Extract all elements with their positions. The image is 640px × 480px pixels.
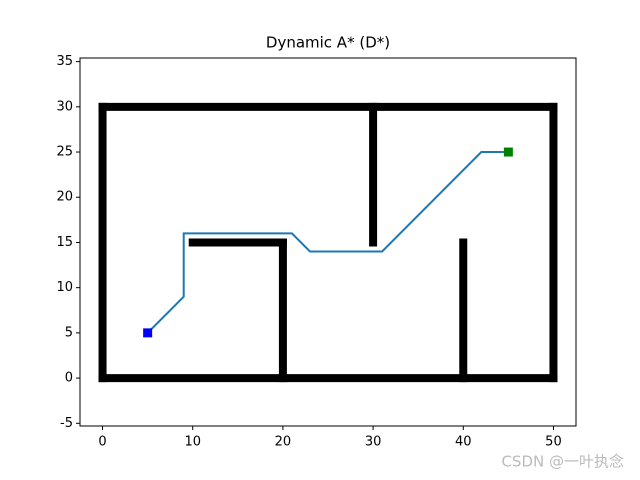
y-tick-label: 30 [56, 99, 73, 114]
x-tick-label: 10 [184, 435, 201, 450]
y-tick-label: 20 [56, 190, 73, 205]
x-tick-label: 20 [275, 435, 292, 450]
goal-marker [503, 147, 513, 157]
y-tick-label: 25 [56, 145, 73, 160]
watermark: CSDN @一叶执念 [501, 453, 624, 471]
x-tick-label: 50 [545, 435, 562, 450]
x-tick-label: 0 [98, 435, 106, 450]
y-tick-label: 10 [56, 280, 73, 295]
y-tick-label: 0 [65, 371, 73, 386]
x-tick-label: 30 [365, 435, 382, 450]
y-tick-label: 5 [65, 325, 73, 340]
x-tick-label: 40 [455, 435, 472, 450]
y-tick-label: 35 [56, 54, 73, 69]
y-tick-label: 15 [56, 235, 73, 250]
plot-frame [79, 57, 577, 427]
y-tick-label: -5 [60, 416, 73, 431]
start-marker [143, 328, 153, 338]
chart-title: Dynamic A* (D*) [266, 34, 390, 52]
path-line [146, 151, 509, 334]
